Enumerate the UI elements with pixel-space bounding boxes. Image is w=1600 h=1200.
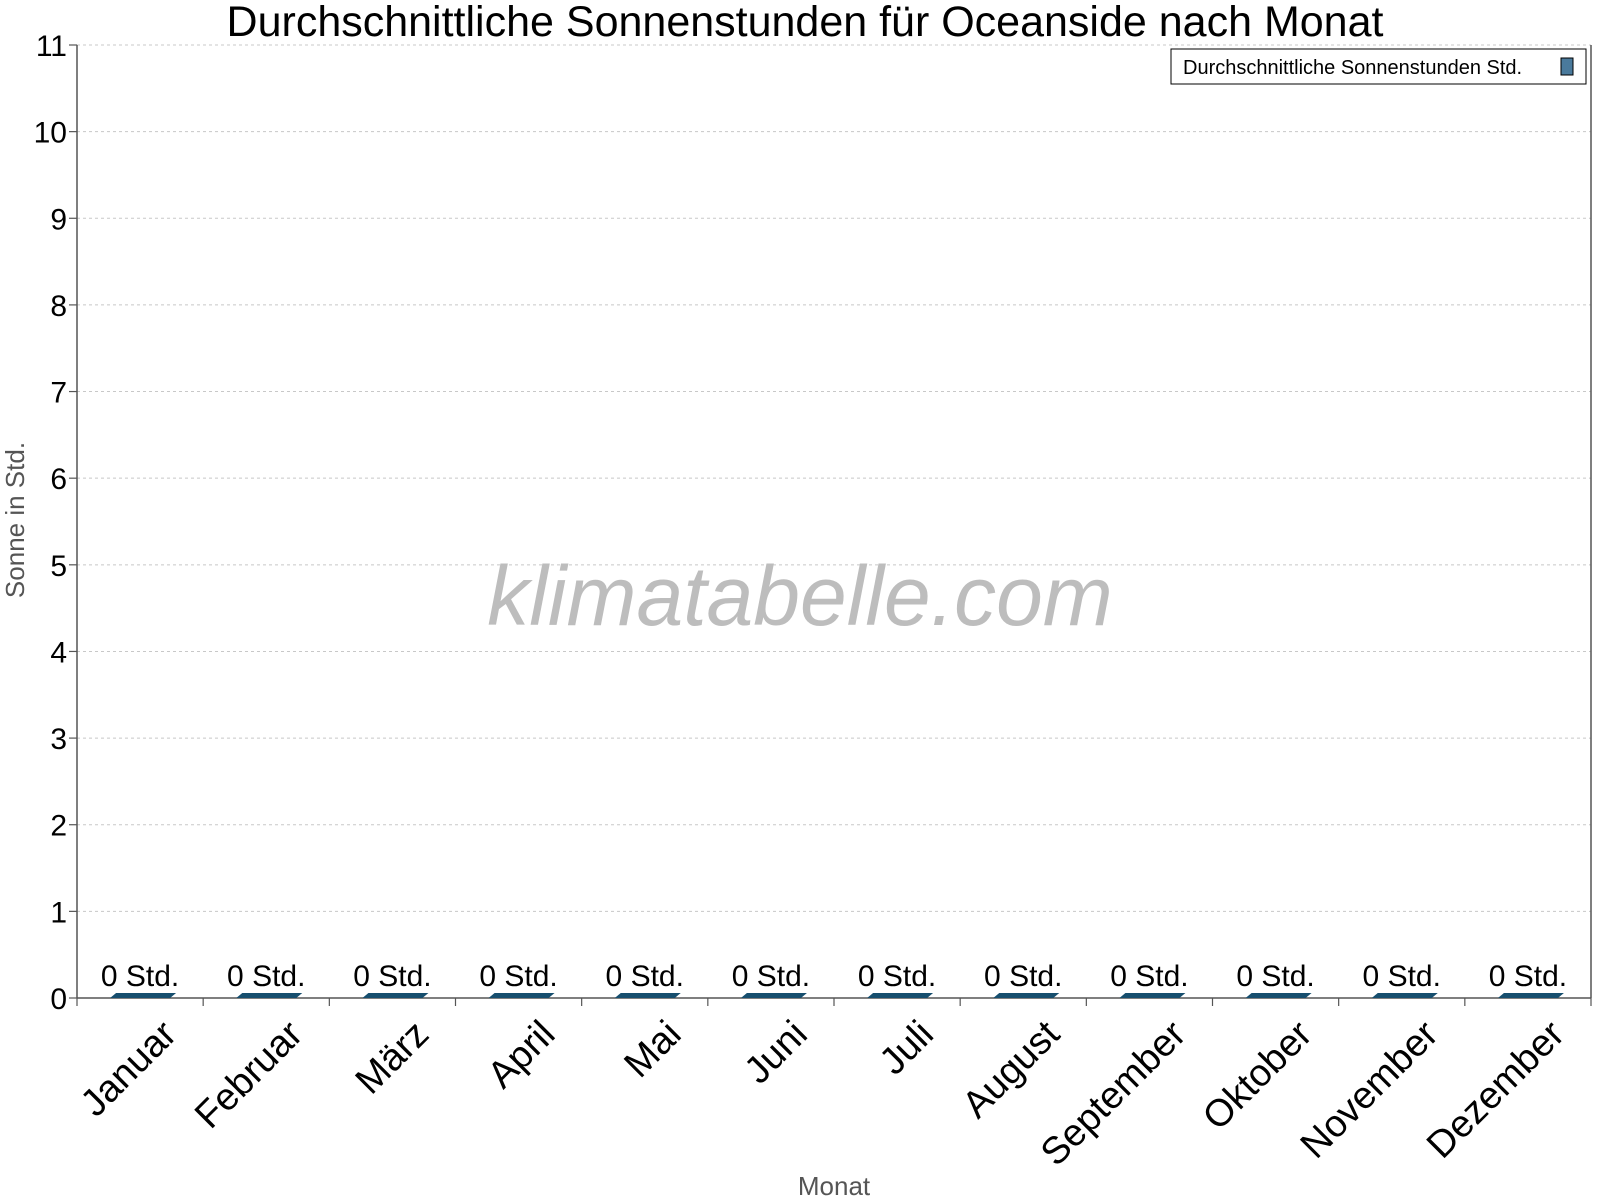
bar-value-label: 0 Std. [353,960,431,993]
x-tick-label: Juni [737,1013,816,1092]
x-tick-label: Februar [187,1013,311,1137]
y-tick-label: 10 [34,117,67,150]
bar-value-label: 0 Std. [984,960,1062,993]
x-tick-label: Dezember [1419,1013,1573,1167]
bar-value-label: 0 Std. [858,960,936,993]
y-tick-label: 7 [50,377,67,410]
y-axis-label: Sonne in Std. [0,442,30,598]
bar-value-label: 0 Std. [101,960,179,993]
bar-value-label: 0 Std. [227,960,305,993]
y-tick-label: 6 [50,463,67,496]
x-tick-label: Januar [73,1013,185,1125]
grid-lines [77,44,1591,912]
bar-cap [1371,993,1438,998]
x-tick-label: Juli [872,1013,942,1083]
y-tick-label: 9 [50,203,67,236]
bar-value-label: 0 Std. [606,960,684,993]
y-tick-label: 3 [50,723,67,756]
data-labels: 0 Std. 0 Std. 0 Std. 0 Std. 0 Std. 0 Std. 0 St… [101,960,1567,993]
bar-cap [1497,993,1564,998]
x-tick-label: April [480,1013,563,1096]
bar-value-label: 0 Std. [732,960,810,993]
x-axis-label: Monat [798,1171,871,1200]
bar-cap [740,993,807,998]
bar-cap [488,993,555,998]
bar-value-label: 0 Std. [1110,960,1188,993]
bar-cap [993,993,1060,998]
chart-title: Durchschnittliche Sonnenstunden für Ocea… [227,0,1384,46]
bar-cap [614,993,681,998]
bar-cap [236,993,303,998]
axes [69,44,1592,1006]
bar-value-label: 0 Std. [1236,960,1314,993]
bar-cap [867,993,934,998]
bar-cap [110,993,177,998]
bar-cap [1119,993,1186,998]
bars [110,993,1564,998]
legend: Durchschnittliche Sonnenstunden Std. [1170,48,1587,85]
y-tick-label: 11 [36,30,67,63]
x-tick-label: Mai [617,1013,690,1086]
bar-value-label: 0 Std. [1363,960,1441,993]
y-tick-label: 2 [50,810,67,843]
bar-cap [362,993,429,998]
x-tick-label: Oktober [1195,1013,1321,1139]
legend-box [1170,48,1587,85]
bar-value-label: 0 Std. [479,960,557,993]
x-tick-label: November [1293,1013,1447,1167]
bar-cap [1245,993,1312,998]
x-tick-label: August [955,1013,1069,1127]
y-tick-label: 0 [50,983,67,1016]
legend-label: Durchschnittliche Sonnenstunden Std. [1183,57,1522,79]
y-tick-label: 8 [50,290,67,323]
x-tick-label: März [348,1013,437,1102]
y-tick-label: 1 [50,896,67,929]
watermark: klimatabelle.com [487,549,1113,643]
bar-value-label: 0 Std. [1489,960,1567,993]
y-tick-label: 4 [50,636,67,669]
legend-swatch [1560,57,1574,76]
y-tick-label: 5 [50,550,67,583]
